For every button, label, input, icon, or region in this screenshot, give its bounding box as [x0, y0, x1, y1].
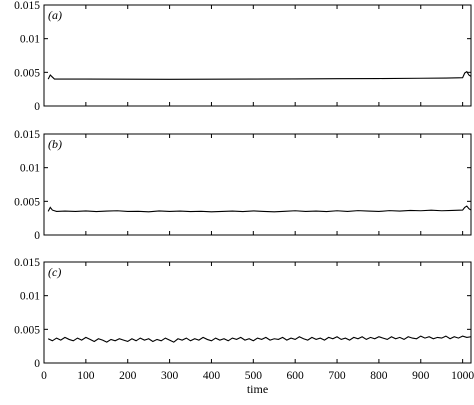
- y-tick-label: 0.01: [20, 291, 40, 303]
- series-line: [47, 335, 472, 343]
- panel-label: (b): [48, 137, 62, 151]
- series-line: [47, 70, 472, 80]
- y-tick-label: 0: [34, 358, 40, 370]
- chart-panel: 0 0.005 0.01 0.015 (a): [14, 0, 472, 113]
- x-tick-label: 100: [77, 370, 95, 382]
- y-tick-label: 0.015: [14, 257, 40, 269]
- panel-label: (c): [48, 265, 61, 279]
- panels: 0 0.005 0.01 0.015 (a) 0 0.005 0.01 0.015 (b) 0 0.0…: [14, 0, 474, 396]
- plot-frame: [43, 261, 472, 364]
- x-tick-label: 300: [161, 370, 179, 382]
- plot-frame: [43, 133, 472, 236]
- y-tick-label: 0: [34, 230, 40, 242]
- x-tick-label: 900: [412, 370, 430, 382]
- x-tick-label: 200: [119, 370, 137, 382]
- plot-frame: [43, 4, 472, 107]
- x-tick-label: 0: [41, 370, 47, 382]
- y-tick-label: 0.005: [14, 324, 40, 336]
- y-tick-label: 0.01: [20, 163, 40, 175]
- y-tick-label: 0.005: [14, 196, 40, 208]
- x-tick-label: 500: [245, 370, 263, 382]
- x-axis-label: time: [247, 382, 268, 396]
- x-tick-label: 800: [370, 370, 388, 382]
- chart-panel: 0 0.005 0.01 0.015 (b): [14, 129, 472, 242]
- y-tick-label: 0.015: [14, 0, 40, 12]
- series-line: [47, 205, 472, 213]
- x-tick-label: 600: [287, 370, 305, 382]
- y-tick-label: 0.005: [14, 67, 40, 79]
- y-tick-label: 0.01: [20, 34, 40, 46]
- x-tick-label: 1000: [451, 370, 474, 382]
- chart-panel: 0 0.005 0.01 0.015 0 100 200 300 400 500 600 700 800…: [14, 257, 474, 396]
- panel-label: (a): [48, 8, 62, 22]
- x-tick-label: 700: [328, 370, 346, 382]
- x-tick-label: 400: [203, 370, 221, 382]
- y-tick-label: 0.015: [14, 129, 40, 141]
- y-tick-label: 0: [34, 101, 40, 113]
